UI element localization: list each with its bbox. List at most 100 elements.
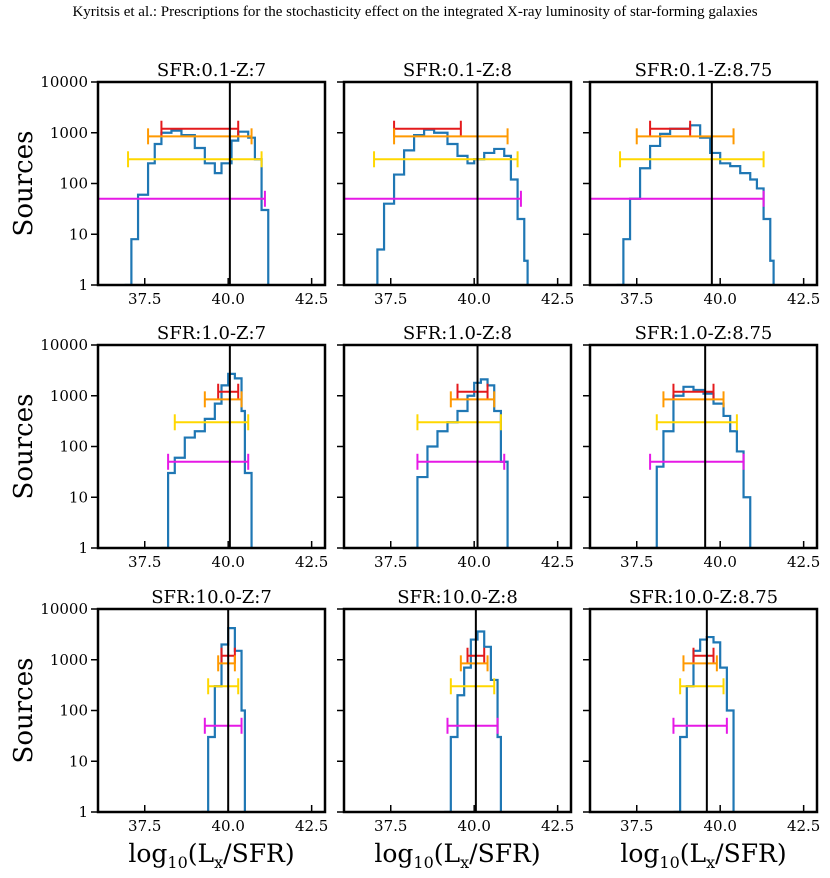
panel-title: SFR:10.0-Z:8 <box>397 587 518 608</box>
interval-bar <box>203 391 243 408</box>
interval-bar <box>207 678 240 695</box>
axes-frame <box>96 343 327 550</box>
x-tick-label: 40.0 <box>457 817 490 835</box>
histogram-line <box>444 630 502 812</box>
interval-bar <box>649 453 745 470</box>
x-tick-label: 42.5 <box>787 817 820 835</box>
histogram-line <box>616 124 775 285</box>
panel-4: SFR:1.0-Z:7 37.5 40.0 42.5 1 10 100 1000 10000 So… <box>9 323 328 571</box>
x-axis-label-part: x <box>214 853 223 872</box>
interval-bar <box>679 678 725 695</box>
histogram-line <box>650 385 752 548</box>
panel-2: SFR:0.1-Z:8 37.5 40.0 42.5 <box>337 60 574 308</box>
panel-title: SFR:0.1-Z:8 <box>403 60 512 81</box>
interval-bar <box>203 717 243 734</box>
x-tick-label: 40.0 <box>211 817 244 835</box>
x-tick-label: 40.0 <box>457 553 490 571</box>
histogram-line <box>410 378 509 548</box>
interval-bar <box>449 391 496 408</box>
x-axis-label-part: /SFR) <box>223 839 294 868</box>
x-tick-label: 40.0 <box>211 553 244 571</box>
interval-bar <box>635 128 735 145</box>
y-tick-label: 10 <box>69 488 88 506</box>
y-axis-label: Sources <box>9 131 39 237</box>
axes-frame <box>342 343 573 550</box>
histogram-line <box>161 372 253 548</box>
x-axis-label-part: x <box>706 853 715 872</box>
interval-bar <box>619 151 765 168</box>
x-tick-label: 40.0 <box>703 290 736 308</box>
x-axis-label-part: (L <box>188 839 214 868</box>
x-tick-label: 42.5 <box>295 290 328 308</box>
interval-bar <box>173 414 250 431</box>
histogram-line <box>124 129 270 285</box>
x-tick-label: 37.5 <box>374 553 407 571</box>
interval-bar <box>217 655 236 672</box>
interval-bar <box>127 151 263 168</box>
x-axis-label-part: log <box>128 839 167 868</box>
panel-1: SFR:0.1-Z:7 37.5 40.0 42.5 1 10 100 1000 10000 So… <box>9 60 328 308</box>
y-tick-label: 1 <box>78 803 88 821</box>
panel-title: SFR:0.1-Z:8.75 <box>635 60 773 81</box>
x-axis-label-part: x <box>460 853 469 872</box>
interval-bar <box>682 655 718 672</box>
x-tick-label: 42.5 <box>787 290 820 308</box>
x-tick-label: 42.5 <box>787 553 820 571</box>
x-axis-label-part: log <box>620 839 659 868</box>
panel-3: SFR:0.1-Z:8.75 37.5 40.0 42.5 <box>583 60 820 308</box>
panel-title: SFR:10.0-Z:7 <box>151 587 272 608</box>
interval-bar <box>393 120 462 137</box>
interval-bar <box>446 717 499 734</box>
y-tick-label: 10 <box>69 752 88 770</box>
y-tick-label: 1000 <box>50 124 88 142</box>
y-axis-label: Sources <box>9 394 39 500</box>
x-tick-label: 37.5 <box>374 290 407 308</box>
interval-bar <box>692 647 715 664</box>
x-tick-label: 40.0 <box>457 290 490 308</box>
interval-bar <box>672 383 715 400</box>
x-axis-label-part: 10 <box>659 853 679 872</box>
y-tick-label: 100 <box>59 702 88 720</box>
x-axis-label-part: /SFR) <box>469 839 540 868</box>
interval-bar <box>416 453 506 470</box>
x-tick-label: 37.5 <box>620 290 653 308</box>
x-axis-label-part: (L <box>434 839 460 868</box>
x-axis-label-part: 10 <box>167 853 187 872</box>
x-tick-label: 37.5 <box>620 817 653 835</box>
panel-6: SFR:1.0-Z:8.75 37.5 40.0 42.5 <box>583 323 820 571</box>
interval-bar <box>416 414 502 431</box>
interval-bar <box>217 383 240 400</box>
interval-bar <box>160 120 240 137</box>
interval-bar <box>649 120 692 137</box>
y-tick-label: 1 <box>78 276 88 294</box>
y-tick-label: 1 <box>78 539 88 557</box>
interval-bar <box>662 391 725 408</box>
interval-bar <box>590 190 765 207</box>
interval-bar <box>167 453 250 470</box>
panel-5: SFR:1.0-Z:8 37.5 40.0 42.5 <box>337 323 574 571</box>
panel-title: SFR:1.0-Z:7 <box>157 323 266 344</box>
x-tick-label: 37.5 <box>128 817 161 835</box>
y-tick-label: 100 <box>59 175 88 193</box>
x-tick-label: 37.5 <box>374 817 407 835</box>
x-axis-label-part: /SFR) <box>715 839 786 868</box>
y-tick-label: 10000 <box>40 600 88 618</box>
axes-frame <box>96 607 327 814</box>
interval-bar <box>147 128 253 145</box>
y-tick-label: 10 <box>69 225 88 243</box>
y-tick-label: 10000 <box>40 336 88 354</box>
x-axis-label: log10(Lx/SFR) <box>128 839 294 872</box>
interval-bar <box>456 383 489 400</box>
x-axis-label-part: (L <box>680 839 706 868</box>
x-tick-label: 37.5 <box>620 553 653 571</box>
y-axis-label: Sources <box>9 658 39 764</box>
panel-7: SFR:10.0-Z:7 37.5 40.0 42.5 1 10 100 1000 10000 S… <box>9 587 328 872</box>
interval-bar <box>344 190 522 207</box>
interval-bar <box>449 678 496 695</box>
x-tick-label: 42.5 <box>295 817 328 835</box>
x-tick-label: 40.0 <box>703 553 736 571</box>
x-tick-label: 40.0 <box>211 290 244 308</box>
x-axis-label: log10(Lx/SFR) <box>374 839 540 872</box>
